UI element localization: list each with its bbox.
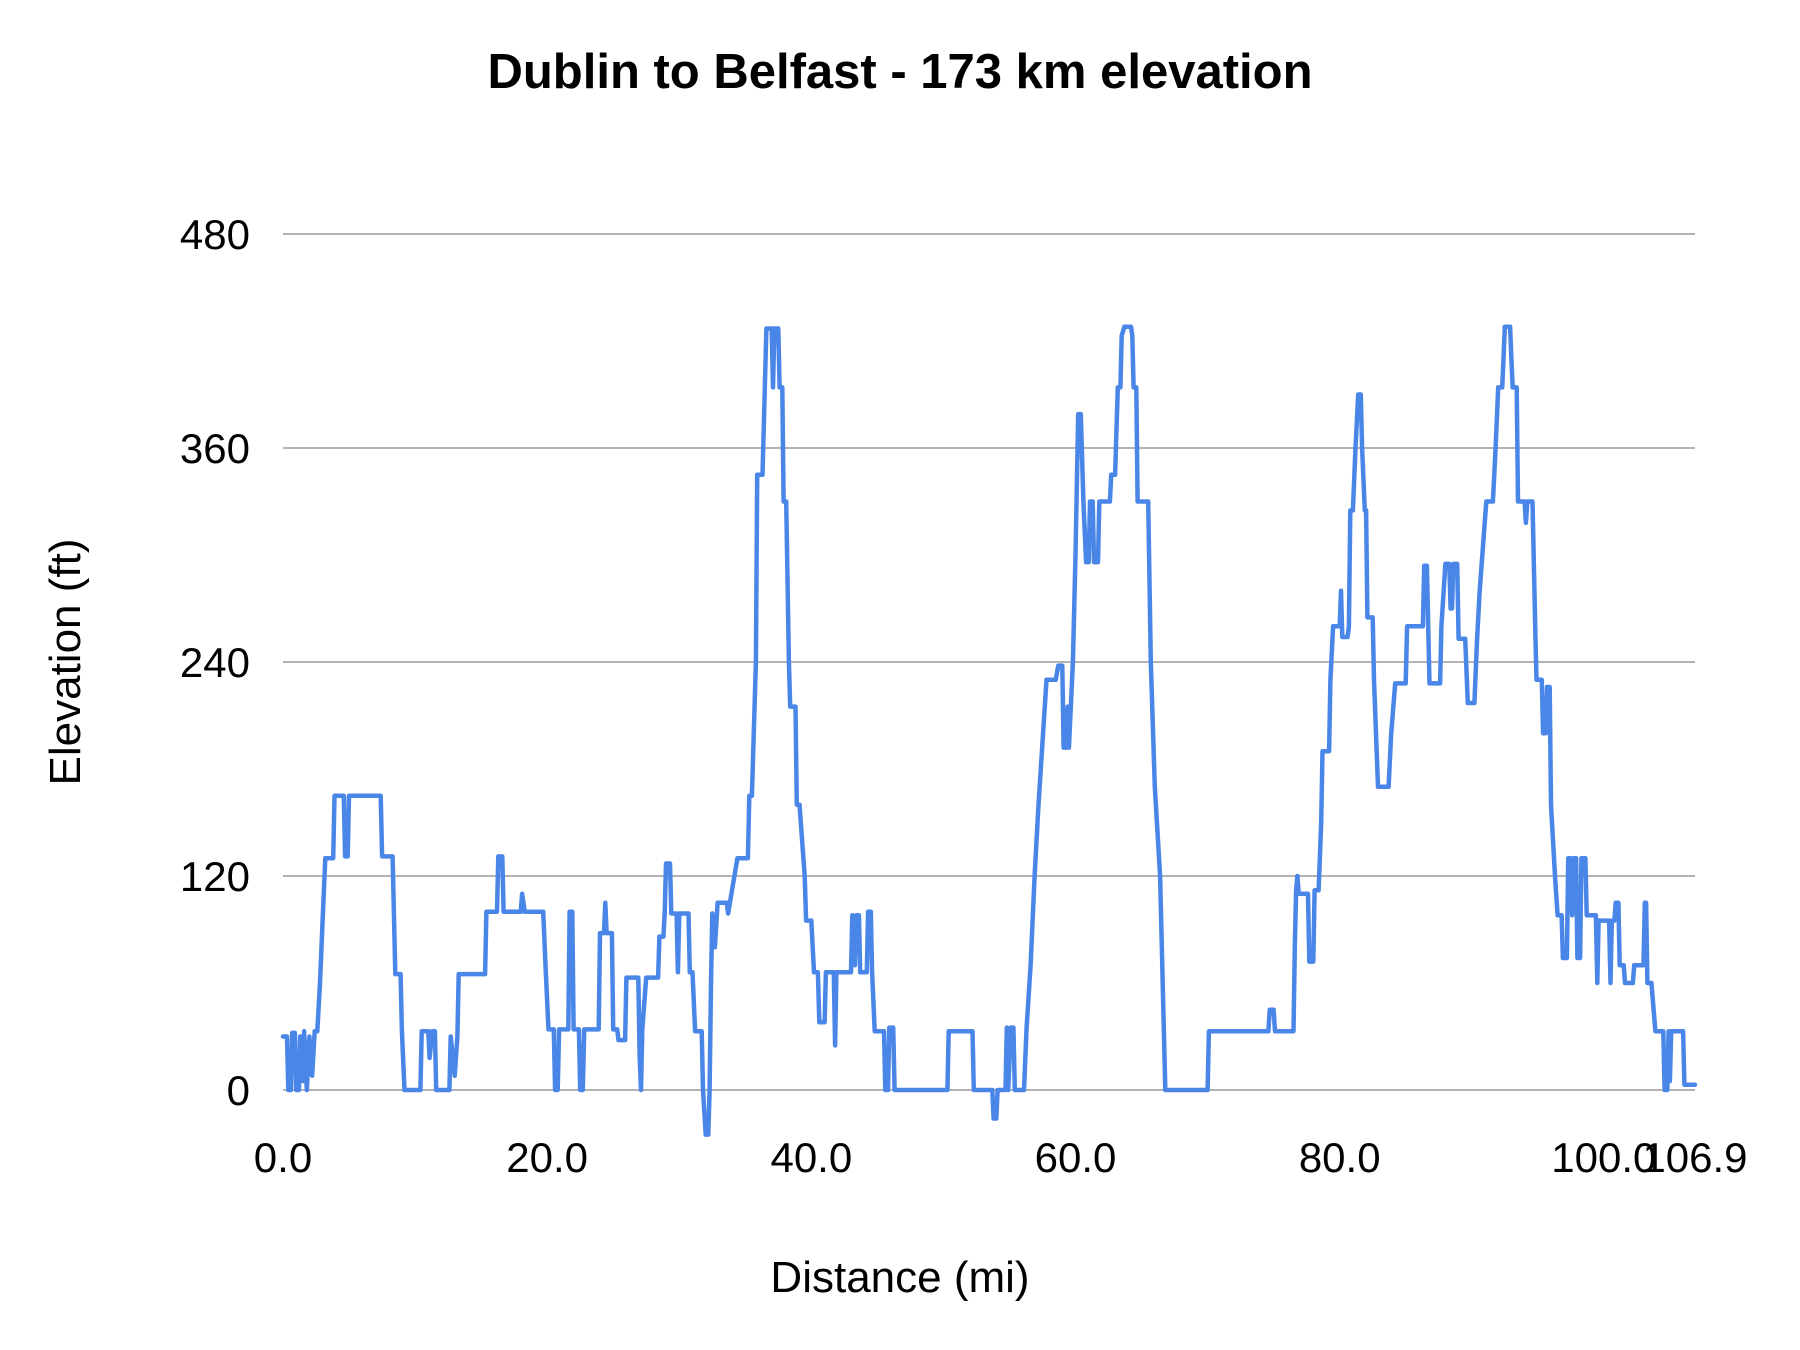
chart-title: Dublin to Belfast - 173 km elevation: [487, 45, 1312, 99]
y-tick-label: 360: [180, 425, 250, 472]
y-tick-label: 240: [180, 639, 250, 686]
y-axis-title: Elevation (ft): [41, 539, 90, 786]
x-tick-label: 0.0: [254, 1134, 312, 1181]
x-axis-title: Distance (mi): [770, 1253, 1029, 1302]
x-tick-label: 60.0: [1035, 1134, 1117, 1181]
x-tick-label: 40.0: [770, 1134, 852, 1181]
y-axis-tick-labels: 0 120 240 360 480: [180, 211, 250, 1114]
y-tick-label: 480: [180, 211, 250, 258]
x-tick-label: 80.0: [1299, 1134, 1381, 1181]
y-tick-label: 120: [180, 853, 250, 900]
y-tick-label: 0: [227, 1067, 250, 1114]
x-tick-label: 106.9: [1642, 1134, 1747, 1181]
gridlines: [283, 233, 1695, 1091]
x-tick-label: 100.0: [1551, 1134, 1656, 1181]
x-tick-label: 20.0: [506, 1134, 588, 1181]
elevation-line-series: [280, 324, 1698, 1137]
